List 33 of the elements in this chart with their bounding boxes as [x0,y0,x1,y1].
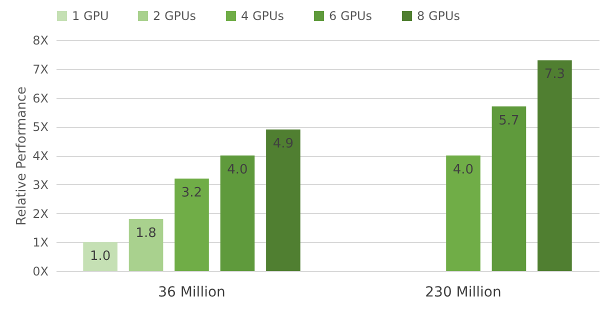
x-tick-label: 230 Million [425,284,502,300]
data-label: 4.0 [227,162,248,178]
y-tick-label: 3X [32,178,48,192]
y-tick-label: 6X [32,91,48,106]
legend-label: 1 GPU [72,9,109,23]
data-label: 3.2 [181,186,202,201]
bar [446,156,480,271]
bar [128,219,164,271]
legend-label: 2 GPUs [153,9,196,23]
y-axis-title: Relative Performance [14,86,30,226]
y-tick-label: 0X [32,264,48,278]
y-tick-label: 5X [32,120,48,134]
y-tick-label: 1X [32,236,48,250]
bar [538,60,572,271]
data-label: 7.3 [544,67,566,82]
legend-label: 4 GPUs [241,9,284,23]
y-tick-label: 7X [32,62,48,76]
bar [83,242,118,271]
y-tick-label: 4X [32,149,48,163]
data-label: 4.9 [272,136,294,152]
data-label: 1.8 [136,226,156,242]
bar [174,178,209,271]
y-tick-label: 2X [32,206,48,221]
bar [266,130,300,271]
legend-label: 6 GPUs [329,9,372,23]
bar [492,106,526,271]
data-label: 1.0 [90,249,111,264]
data-label: 4.0 [452,162,474,178]
legend-label: 8 GPUs [417,9,460,23]
data-label: 5.7 [498,113,520,128]
y-tick-label: 8X [32,34,48,48]
x-tick-label: 36 Million [158,284,226,300]
bar [220,156,255,271]
